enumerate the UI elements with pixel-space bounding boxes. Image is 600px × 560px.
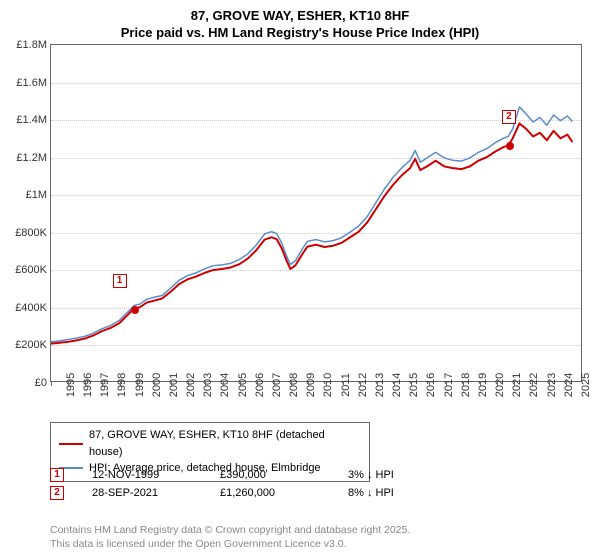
y-axis-label: £1.2M: [16, 152, 47, 164]
legend-item: 87, GROVE WAY, ESHER, KT10 8HF (detached…: [59, 427, 361, 460]
y-axis-label: £600K: [15, 264, 47, 276]
title-address: 87, GROVE WAY, ESHER, KT10 8HF: [0, 8, 600, 25]
attribution-line1: Contains HM Land Registry data © Crown c…: [50, 524, 410, 538]
y-axis-label: £1.6M: [16, 77, 47, 89]
sale-delta: 8% ↓ HPI: [348, 487, 448, 499]
sale-delta: 3% ↓ HPI: [348, 469, 448, 481]
sales-table: 1 12-NOV-1999 £390,000 3% ↓ HPI 2 28-SEP-2021…: [50, 468, 448, 504]
chart-traces: [51, 45, 581, 381]
legend-label: 87, GROVE WAY, ESHER, KT10 8HF (detached…: [89, 427, 361, 460]
y-axis-label: £400K: [15, 302, 47, 314]
y-axis-label: £1.4M: [16, 114, 47, 126]
sale-row-marker: 2: [50, 486, 64, 500]
series-hpi: [51, 107, 572, 342]
sale-marker-box: 2: [502, 110, 516, 124]
sale-date: 12-NOV-1999: [92, 469, 192, 481]
y-axis-label: £800K: [15, 227, 47, 239]
sale-row: 2 28-SEP-2021 £1,260,000 8% ↓ HPI: [50, 486, 448, 500]
attribution-line2: This data is licensed under the Open Gov…: [50, 538, 410, 552]
sale-price: £1,260,000: [220, 487, 320, 499]
title-subtitle: Price paid vs. HM Land Registry's House …: [0, 25, 600, 42]
legend-swatch: [59, 443, 83, 445]
sale-marker-dot: [506, 142, 514, 150]
y-axis-label: £0: [35, 377, 47, 389]
sale-marker-box: 1: [113, 274, 127, 288]
chart-title: 87, GROVE WAY, ESHER, KT10 8HF Price pai…: [0, 0, 600, 42]
y-axis-label: £200K: [15, 339, 47, 351]
sale-price: £390,000: [220, 469, 320, 481]
attribution: Contains HM Land Registry data © Crown c…: [50, 524, 410, 551]
y-axis-label: £1M: [26, 189, 47, 201]
y-axis-label: £1.8M: [16, 39, 47, 51]
sale-row: 1 12-NOV-1999 £390,000 3% ↓ HPI: [50, 468, 448, 482]
sale-row-marker: 1: [50, 468, 64, 482]
chart-plot-area: £0£200K£400K£600K£800K£1M£1.2M£1.4M£1.6M…: [50, 44, 582, 382]
sale-marker-dot: [131, 306, 139, 314]
sale-date: 28-SEP-2021: [92, 487, 192, 499]
